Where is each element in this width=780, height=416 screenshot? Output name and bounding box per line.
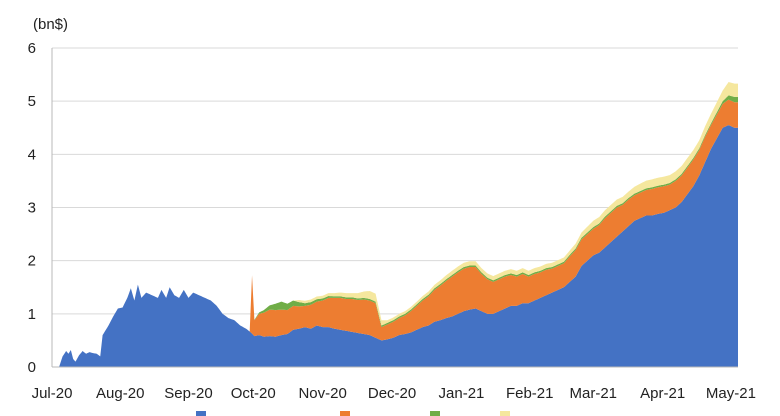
x-tick-label-10: May-21 (706, 385, 756, 402)
y-tick-label-4: 4 (28, 146, 36, 163)
x-tick-label-9: Apr-21 (640, 385, 685, 402)
y-tick-label-6: 6 (28, 40, 36, 57)
area-series-1 (52, 125, 738, 367)
x-tick-label-4: Nov-20 (298, 385, 346, 402)
x-tick-label-5: Dec-20 (368, 385, 416, 402)
y-tick-labels: 0 1 2 3 4 5 6 (28, 40, 36, 376)
x-tick-label-6: Jan-21 (439, 385, 485, 402)
legend-swatch-4 (500, 411, 510, 416)
legend-swatch-1 (196, 411, 206, 416)
area-series-2 (52, 99, 738, 367)
legend-swatch-3 (430, 411, 440, 416)
y-tick-label-2: 2 (28, 253, 36, 270)
x-tick-label-7: Feb-21 (506, 385, 554, 402)
y-unit-label: (bn$) (33, 16, 68, 33)
y-tick-label-0: 0 (28, 359, 36, 376)
x-tick-label-2: Sep-20 (164, 385, 212, 402)
legend (196, 411, 510, 416)
legend-swatch-2 (340, 411, 350, 416)
y-tick-label-3: 3 (28, 200, 36, 217)
area-series-layer (52, 82, 738, 367)
x-tick-label-0: Jul-20 (32, 385, 73, 402)
y-tick-label-1: 1 (28, 306, 36, 323)
x-tick-labels: Jul-20 Aug-20 Sep-20 Oct-20 Nov-20 Dec-20 Jan-… (32, 385, 756, 402)
x-tick-label-8: Mar-21 (570, 385, 618, 402)
y-tick-label-5: 5 (28, 93, 36, 110)
x-tick-label-3: Oct-20 (231, 385, 276, 402)
x-tick-label-1: Aug-20 (96, 385, 144, 402)
